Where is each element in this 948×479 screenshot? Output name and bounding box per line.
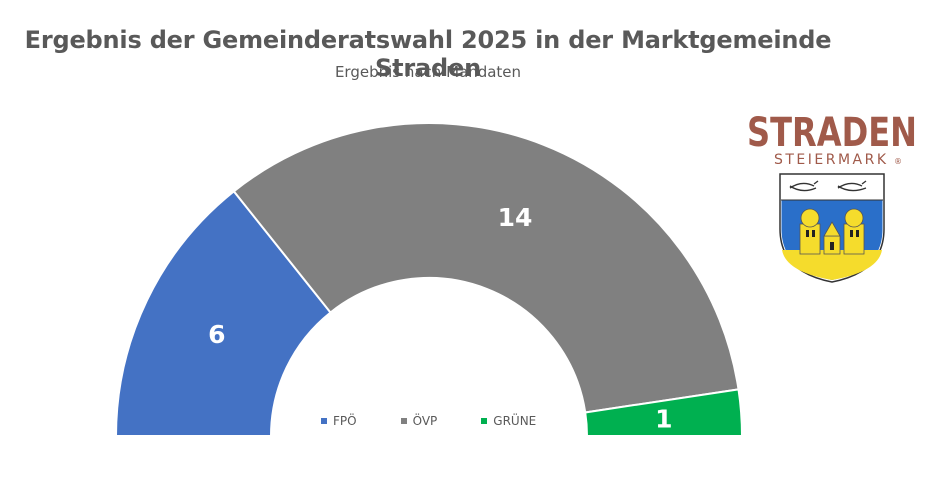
- chart-title: Ergebnis der Gemeinderatswahl 2025 in de…: [24, 26, 832, 82]
- legend-label-grune: GRÜNE: [493, 414, 537, 428]
- legend-swatch-fpo: [321, 418, 327, 424]
- data-label-fpo: 6: [208, 320, 225, 349]
- legend-item-ovp: ÖVP: [400, 414, 438, 428]
- legend-item-grune: GRÜNE: [481, 414, 536, 428]
- straden-logo: STRADEN STEIERMARK ®: [747, 110, 917, 283]
- legend-item-fpo: FPÖ: [321, 414, 357, 428]
- chart-legend: FPÖ ÖVP GRÜNE: [321, 414, 536, 428]
- legend-swatch-grune: [481, 418, 488, 424]
- logo-region: STEIERMARK: [774, 152, 887, 168]
- data-label-grune: 1: [655, 404, 672, 433]
- data-label-ovp: 14: [498, 203, 533, 232]
- chart-subtitle: Ergebnis nach Mandaten: [334, 63, 522, 81]
- segment-ovp: [232, 122, 740, 414]
- logo-wordmark: STRADEN: [747, 110, 917, 156]
- coat-of-arms-icon: [779, 173, 885, 283]
- legend-label-ovp: ÖVP: [412, 414, 438, 428]
- segment-fpo: [114, 189, 332, 437]
- segment-grune: [584, 388, 744, 437]
- legend-label-fpo: FPÖ: [333, 414, 357, 428]
- logo-registered-mark: ®: [894, 157, 902, 166]
- legend-swatch-ovp: [400, 418, 407, 424]
